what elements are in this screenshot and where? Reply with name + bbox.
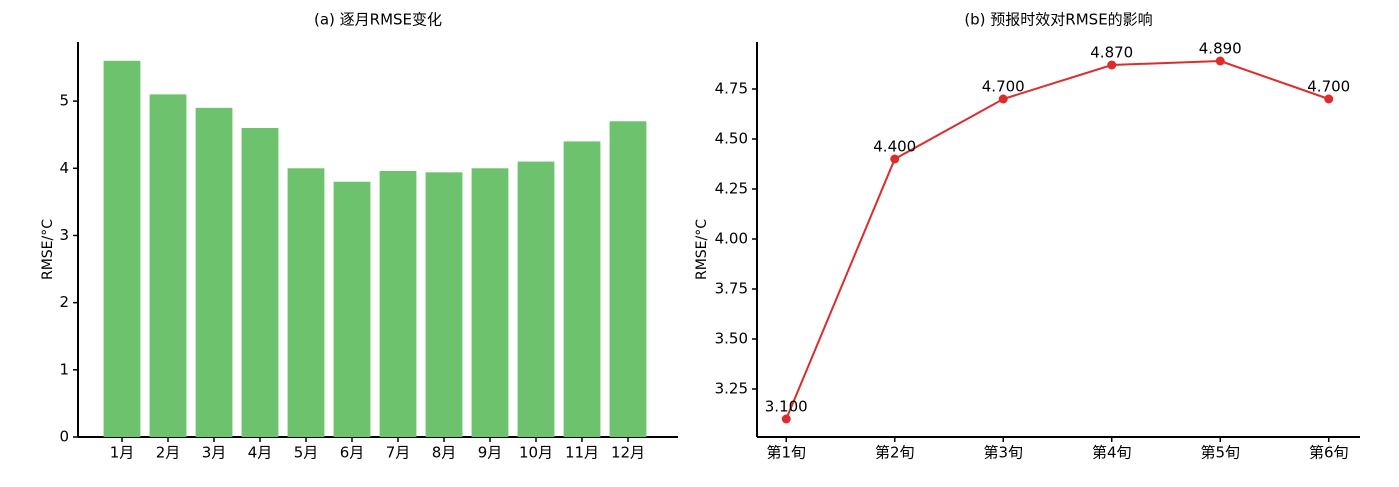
point <box>890 154 900 164</box>
x-tick-label: 第4旬 <box>1092 444 1132 462</box>
bar <box>333 181 371 437</box>
y-tick-label: 1 <box>59 360 69 378</box>
value-label: 4.870 <box>1090 44 1133 62</box>
bar <box>149 94 187 438</box>
bar <box>471 168 509 437</box>
x-tick-label: 8月 <box>432 444 457 462</box>
value-label: 4.700 <box>1307 78 1350 96</box>
value-label: 4.400 <box>873 138 916 156</box>
point <box>1215 56 1225 66</box>
y-tick-label: 0 <box>59 428 69 446</box>
y-axis-label: RMSE/°C <box>40 219 56 280</box>
y-tick-label: 4.00 <box>715 230 748 248</box>
x-tick-label: 第6旬 <box>1309 444 1349 462</box>
x-tick-label: 第5旬 <box>1200 444 1240 462</box>
y-tick-label: 4 <box>59 159 69 177</box>
bar <box>517 161 555 437</box>
y-tick-label: 4.50 <box>715 130 748 148</box>
point <box>781 414 791 424</box>
chart-title: (b) 预报时效对RMSE的影响 <box>964 11 1152 29</box>
bar <box>241 127 279 438</box>
x-tick-label: 1月 <box>110 444 135 462</box>
y-tick-label: 3.25 <box>715 380 748 398</box>
y-tick-label: 4.25 <box>715 180 748 198</box>
x-tick-label: 11月 <box>565 444 599 462</box>
y-tick-label: 2 <box>59 293 69 311</box>
bar <box>609 121 647 437</box>
x-tick-label: 10月 <box>519 444 553 462</box>
value-label: 3.100 <box>765 398 808 416</box>
x-tick-label: 第3旬 <box>983 444 1023 462</box>
line <box>785 59 1330 420</box>
bar <box>103 60 141 438</box>
y-tick-label: 3.50 <box>715 330 748 348</box>
bar <box>195 107 233 437</box>
y-axis-label: RMSE/°C <box>694 219 710 280</box>
bar <box>563 141 601 438</box>
y-tick-label: 3 <box>59 226 69 244</box>
x-tick-label: 第1旬 <box>766 444 806 462</box>
value-label: 4.890 <box>1199 40 1242 58</box>
x-tick-label: 4月 <box>248 444 273 462</box>
point <box>1107 60 1117 70</box>
y-tick-label: 5 <box>59 92 69 110</box>
x-tick-label: 第2旬 <box>875 444 915 462</box>
x-tick-label: 2月 <box>156 444 181 462</box>
x-tick-label: 5月 <box>294 444 319 462</box>
x-tick-label: 3月 <box>202 444 227 462</box>
x-tick-label: 7月 <box>386 444 411 462</box>
value-label: 4.700 <box>982 78 1025 96</box>
x-tick-label: 6月 <box>340 444 365 462</box>
y-tick-label: 3.75 <box>715 280 748 298</box>
bar <box>287 168 325 437</box>
y-tick-label: 4.75 <box>715 80 748 98</box>
x-tick-label: 12月 <box>611 444 645 462</box>
bar <box>425 172 463 438</box>
x-tick-label: 9月 <box>478 444 503 462</box>
bar <box>379 170 417 437</box>
chart-title: (a) 逐月RMSE变化 <box>314 11 442 29</box>
point <box>998 94 1008 104</box>
point <box>1324 94 1334 104</box>
